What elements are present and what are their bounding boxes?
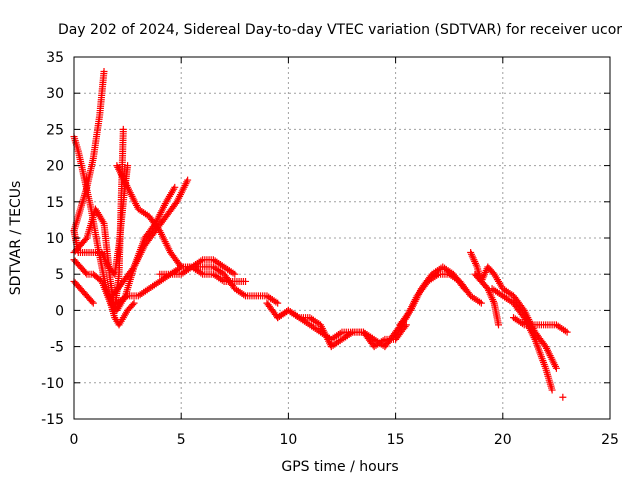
series-arc-18 <box>510 314 571 336</box>
series-arc-12 <box>274 306 410 351</box>
y-tick-label: 10 <box>46 231 64 247</box>
data-point <box>88 298 96 306</box>
series-arc-9 <box>113 263 282 307</box>
data-point <box>548 386 556 394</box>
x-tick-label: 25 <box>601 432 619 448</box>
y-tick-label: 15 <box>46 195 64 211</box>
data-point <box>477 299 485 307</box>
y-tick-label: 20 <box>46 159 64 175</box>
series-arc-7 <box>70 277 97 307</box>
data-point <box>401 322 409 330</box>
data-point <box>100 67 108 75</box>
series-arc-19 <box>559 393 567 401</box>
y-axis-label: SDTVAR / TECUs <box>8 181 24 296</box>
data-point <box>459 283 467 291</box>
x-tick-label: 15 <box>387 432 405 448</box>
chart-title: Day 202 of 2024, Sidereal Day-to-day VTE… <box>58 22 622 38</box>
data-point <box>89 299 97 307</box>
series-arc-10 <box>156 256 239 278</box>
series-arc-14 <box>396 263 468 329</box>
y-tick-label: -5 <box>50 340 64 356</box>
axis-tick-labels: 0 5 10 15 20 25 -15 -10 -5 0 5 10 15 20 25 30 35 <box>41 50 619 448</box>
data-point <box>242 277 250 285</box>
data-point <box>460 285 468 293</box>
series-arc-17 <box>488 285 556 394</box>
data-point <box>129 301 137 309</box>
data-point <box>231 270 239 278</box>
data-point <box>82 235 90 243</box>
data-point <box>82 269 90 277</box>
data-point <box>124 162 132 170</box>
x-tick-label: 5 <box>177 432 186 448</box>
x-axis-label: GPS time / hours <box>281 459 398 475</box>
data-point <box>495 321 503 329</box>
data-point <box>184 176 192 184</box>
data-point <box>171 183 179 191</box>
data-marks <box>70 67 571 401</box>
axis-ticks <box>73 56 611 420</box>
x-tick-label: 0 <box>70 432 79 448</box>
series-arc-8 <box>109 176 192 300</box>
data-point <box>274 299 282 307</box>
y-tick-label: 25 <box>46 122 64 138</box>
data-point <box>552 364 560 372</box>
y-tick-label: -10 <box>41 376 64 392</box>
y-tick-label: 35 <box>46 50 64 66</box>
data-point <box>563 328 571 336</box>
y-tick-label: -15 <box>41 412 64 428</box>
data-point <box>559 393 567 401</box>
x-tick-label: 20 <box>494 432 512 448</box>
data-point <box>402 321 410 329</box>
y-tick-label: 30 <box>46 86 64 102</box>
y-tick-label: 5 <box>55 267 64 283</box>
data-point <box>130 299 138 307</box>
data-point <box>119 125 127 133</box>
x-tick-label: 10 <box>279 432 297 448</box>
series-arc-4 <box>70 162 132 278</box>
y-tick-label: 0 <box>55 303 64 319</box>
